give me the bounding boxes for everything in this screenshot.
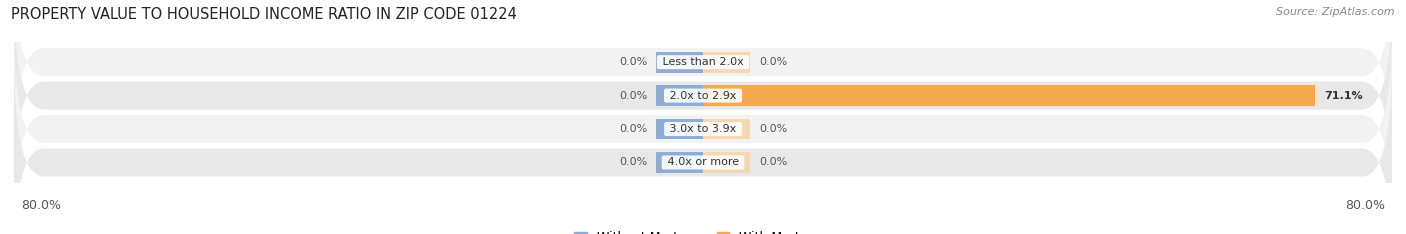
Text: 80.0%: 80.0% [1346, 199, 1385, 212]
Bar [703, 52, 751, 73]
Text: 0.0%: 0.0% [759, 157, 787, 168]
FancyBboxPatch shape [14, 0, 1392, 165]
Text: 0.0%: 0.0% [619, 91, 647, 101]
Text: 0.0%: 0.0% [759, 57, 787, 67]
Legend: Without Mortgage, With Mortgage: Without Mortgage, With Mortgage [569, 226, 837, 234]
Bar [655, 152, 703, 173]
Text: 4.0x or more: 4.0x or more [664, 157, 742, 168]
Text: 71.1%: 71.1% [1324, 91, 1362, 101]
Text: 0.0%: 0.0% [759, 124, 787, 134]
FancyBboxPatch shape [14, 26, 1392, 232]
Bar [655, 119, 703, 139]
Bar [655, 85, 703, 106]
Text: Less than 2.0x: Less than 2.0x [659, 57, 747, 67]
Text: 3.0x to 3.9x: 3.0x to 3.9x [666, 124, 740, 134]
Bar [703, 119, 751, 139]
Text: Source: ZipAtlas.com: Source: ZipAtlas.com [1277, 7, 1395, 17]
Text: 0.0%: 0.0% [619, 157, 647, 168]
Text: 2.0x to 2.9x: 2.0x to 2.9x [666, 91, 740, 101]
Text: 80.0%: 80.0% [21, 199, 60, 212]
Bar [703, 85, 1315, 106]
Text: 0.0%: 0.0% [619, 124, 647, 134]
FancyBboxPatch shape [14, 59, 1392, 234]
FancyBboxPatch shape [14, 0, 1392, 199]
Text: PROPERTY VALUE TO HOUSEHOLD INCOME RATIO IN ZIP CODE 01224: PROPERTY VALUE TO HOUSEHOLD INCOME RATIO… [11, 7, 517, 22]
Text: 0.0%: 0.0% [619, 57, 647, 67]
Bar [703, 152, 751, 173]
Bar [655, 52, 703, 73]
